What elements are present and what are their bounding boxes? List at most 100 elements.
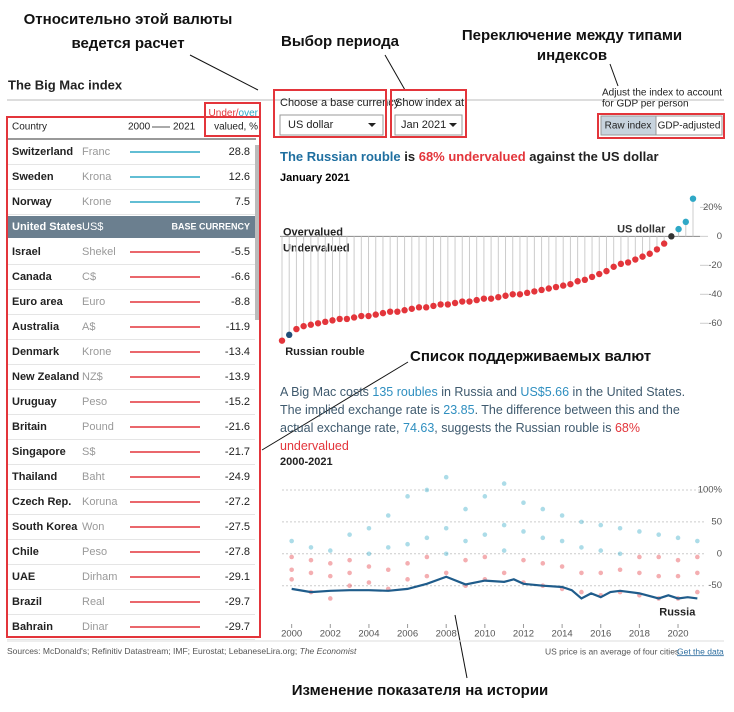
history-title: 2000-2021 xyxy=(280,456,333,468)
history-point xyxy=(617,567,623,573)
dot xyxy=(358,312,365,320)
dot xyxy=(646,250,653,257)
y-tick-label: -50 xyxy=(708,580,722,591)
y-tick-label: 100% xyxy=(698,484,723,495)
currency: Krone xyxy=(82,346,111,358)
toggle-label: Raw index xyxy=(605,121,652,132)
select-value: US dollar xyxy=(288,119,334,131)
column-header: 2000 xyxy=(128,122,151,133)
text-part: 68% undervalued xyxy=(418,149,526,164)
history-line xyxy=(291,575,698,600)
dot xyxy=(610,263,617,270)
history-point xyxy=(443,474,449,480)
dot xyxy=(689,195,697,202)
dot xyxy=(545,285,552,292)
currency: Won xyxy=(82,521,104,533)
over-label: over xyxy=(239,108,259,119)
dot xyxy=(624,259,632,266)
history-point xyxy=(347,532,352,537)
history-point xyxy=(656,573,662,579)
history-point xyxy=(579,570,584,576)
history-point xyxy=(347,583,352,589)
data-link[interactable]: Get the data xyxy=(677,646,724,656)
x-tick-label: 2006 xyxy=(397,629,418,640)
value: -6.6 xyxy=(231,271,250,283)
dot xyxy=(574,278,581,285)
dot xyxy=(660,240,668,247)
gdp-toggle[interactable] xyxy=(655,115,723,136)
base-select[interactable] xyxy=(279,114,384,136)
x-tick-label: 2008 xyxy=(436,629,457,640)
dot xyxy=(408,305,415,312)
history-point xyxy=(308,545,314,550)
dot-label: Russian rouble xyxy=(285,346,364,358)
annotation: Изменение показателя на истории xyxy=(292,682,549,699)
dot xyxy=(480,295,488,302)
dot xyxy=(451,299,459,307)
under-label: Undervalued xyxy=(283,242,350,254)
value: -15.2 xyxy=(225,396,250,408)
history-point xyxy=(675,557,681,563)
history-point xyxy=(637,554,642,560)
currency: Koruna xyxy=(82,496,118,508)
history-point xyxy=(656,554,662,560)
period-select[interactable] xyxy=(394,114,463,136)
history-point xyxy=(559,538,565,544)
dot xyxy=(487,295,495,302)
history-point xyxy=(289,567,294,573)
dot xyxy=(329,317,336,324)
value: -13.9 xyxy=(225,371,250,383)
country: UAE xyxy=(12,571,35,583)
dot xyxy=(509,291,516,298)
annotation: Переключение между типами xyxy=(462,27,682,44)
history-point xyxy=(443,551,449,557)
text-part: against the US dollar xyxy=(525,149,659,164)
history-point xyxy=(675,535,681,541)
history-point xyxy=(598,548,604,553)
dot xyxy=(617,260,625,268)
text-part: . The difference between this and the ac… xyxy=(280,403,684,435)
dot xyxy=(596,270,603,278)
currency: S$ xyxy=(82,446,95,458)
dot xyxy=(473,296,480,304)
history-point xyxy=(656,532,662,537)
dot xyxy=(581,276,589,284)
history-point xyxy=(424,573,430,579)
history-point xyxy=(463,557,468,563)
annotation: Относительно этой валюты xyxy=(24,11,233,28)
history-point xyxy=(540,535,546,541)
country: Uruguay xyxy=(12,396,58,408)
text-part: in Russia and xyxy=(437,385,521,399)
history-point xyxy=(579,589,584,595)
table: Switzerland Franc 28.8 Sweden Krona 12.6 Norwa… xyxy=(7,146,255,640)
currency: Peso xyxy=(82,546,107,558)
country: South Korea xyxy=(12,521,78,533)
dot xyxy=(531,288,538,295)
history-point xyxy=(366,564,372,569)
history-point xyxy=(385,545,391,550)
text-part: 74.63 xyxy=(403,421,435,435)
dot xyxy=(343,315,351,323)
value: 12.6 xyxy=(229,171,250,183)
x-tick-label: 2018 xyxy=(629,629,650,640)
currency: US$ xyxy=(82,221,103,233)
history-point xyxy=(695,589,700,595)
dot xyxy=(379,309,387,317)
history-point xyxy=(598,522,604,528)
country: Euro area xyxy=(12,296,64,308)
value: 28.8 xyxy=(229,146,250,158)
currency: Shekel xyxy=(82,246,116,258)
text-part: is xyxy=(400,149,419,164)
value: -29.7 xyxy=(225,621,250,633)
currency: Peso xyxy=(82,396,107,408)
scrollbar[interactable] xyxy=(255,145,260,320)
history-point xyxy=(308,557,314,563)
control-label: Choose a base currency xyxy=(280,97,400,109)
column-header: Country xyxy=(12,122,47,133)
base-row xyxy=(7,216,255,238)
series-label: Russia xyxy=(659,606,696,618)
value: 7.5 xyxy=(235,196,250,208)
text-part: 135 roubles xyxy=(372,385,438,399)
currency: C$ xyxy=(82,271,96,283)
